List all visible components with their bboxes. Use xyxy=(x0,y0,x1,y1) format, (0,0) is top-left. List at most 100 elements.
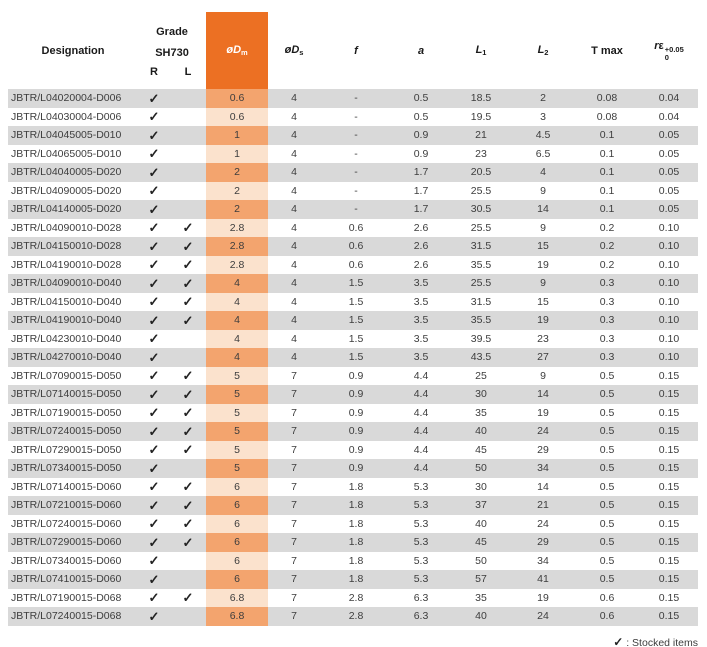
dm-cell: 2.8 xyxy=(206,218,269,237)
a-cell: 3.5 xyxy=(413,332,429,345)
dm-cell: 6 xyxy=(206,496,269,515)
a-cell: 5.3 xyxy=(413,517,429,530)
l2-cell: 15 xyxy=(537,295,549,308)
l2-cell: 19 xyxy=(537,591,549,604)
designation-cell: JBTR/L04190010-D040 xyxy=(11,314,122,327)
designation-cell: JBTR/L07240015-D068 xyxy=(11,610,122,623)
ds-cell: 4 xyxy=(291,184,297,197)
ds-cell: 4 xyxy=(291,332,297,345)
tmax-cell: 0.5 xyxy=(599,480,615,493)
table-body: JBTR/L04020004-D006 ✓ 0.6 4 - 0.5 18.5 2 0.08 0.0… xyxy=(8,89,699,626)
f-cell: 1.8 xyxy=(348,573,364,586)
f-cell: 2.8 xyxy=(348,610,364,623)
grade-l-check-cell: ✓ xyxy=(182,516,194,532)
ds-cell: 4 xyxy=(291,203,297,216)
a-cell: 5.3 xyxy=(413,536,429,549)
a-cell: 2.6 xyxy=(413,258,429,271)
l1-cell: 31.5 xyxy=(470,295,492,308)
a-cell: 0.5 xyxy=(413,110,429,123)
grade-r-check-cell: ✓ xyxy=(148,368,160,384)
l2-cell: 23 xyxy=(537,332,549,345)
re-cell: 0.10 xyxy=(658,332,680,345)
tmax-cell: 0.3 xyxy=(599,351,615,364)
col-header-a: a xyxy=(392,12,451,89)
re-cell: 0.15 xyxy=(658,573,680,586)
a-cell: 3.5 xyxy=(413,314,429,327)
designation-cell: JBTR/L04090010-D028 xyxy=(11,221,122,234)
l2-cell: 15 xyxy=(537,240,549,253)
re-cell: 0.04 xyxy=(658,92,680,105)
grade-r-check-cell: ✓ xyxy=(148,405,160,421)
table-row: JBTR/L07190015-D050 ✓ ✓ 5 7 0.9 4.4 35 19 0.5 0.15 xyxy=(8,403,699,422)
grade-r-check-cell: ✓ xyxy=(148,220,160,236)
ds-cell: 7 xyxy=(291,369,297,382)
designation-cell: JBTR/L07340015-D060 xyxy=(11,554,122,567)
table-row: JBTR/L04030004-D006 ✓ 0.6 4 - 0.5 19.5 3 0.08 0.0… xyxy=(8,107,699,127)
grade-l-check-cell xyxy=(170,163,206,182)
ds-cell: 4 xyxy=(291,258,297,271)
grade-l-check-cell: ✓ xyxy=(182,220,194,236)
ds-subscript: s xyxy=(299,48,304,57)
designation-cell: JBTR/L04020004-D006 xyxy=(11,92,122,105)
grade-r-check-cell: ✓ xyxy=(148,109,160,125)
tmax-cell: 0.5 xyxy=(599,425,615,438)
a-cell: 6.3 xyxy=(413,610,429,623)
l1-cell: 45 xyxy=(475,536,487,549)
l1-cell: 40 xyxy=(475,610,487,623)
tmax-cell: 0.5 xyxy=(599,369,615,382)
a-cell: 1.7 xyxy=(413,166,429,179)
dm-cell: 2.8 xyxy=(206,255,269,274)
l1-cell: 35.5 xyxy=(470,314,492,327)
re-cell: 0.05 xyxy=(658,184,680,197)
l2-cell: 27 xyxy=(537,351,549,364)
re-cell: 0.15 xyxy=(658,536,680,549)
l2-cell: 21 xyxy=(537,499,549,512)
grade-r-check-cell: ✓ xyxy=(148,331,160,347)
dm-cell: 2 xyxy=(206,163,269,182)
table-row: JBTR/L07410015-D060 ✓ 6 7 1.8 5.3 57 41 0.5 0.15 xyxy=(8,570,699,589)
f-cell: 1.8 xyxy=(348,499,364,512)
a-cell: 5.3 xyxy=(413,480,429,493)
l1-cell: 25.5 xyxy=(470,221,492,234)
dm-cell: 6 xyxy=(206,570,269,589)
l1-cell: 31.5 xyxy=(470,240,492,253)
table-row: JBTR/L04090010-D040 ✓ ✓ 4 4 1.5 3.5 25.5 9 0.3 0.1… xyxy=(8,274,699,293)
a-cell: 4.4 xyxy=(413,443,429,456)
dm-cell: 0.6 xyxy=(206,89,269,108)
tmax-cell: 0.6 xyxy=(599,610,615,623)
dm-cell: 1 xyxy=(206,126,269,145)
grade-l-check-cell xyxy=(170,89,206,108)
grade-r-check-cell: ✓ xyxy=(148,201,160,217)
ds-cell: 7 xyxy=(291,499,297,512)
tmax-cell: 0.5 xyxy=(599,536,615,549)
ds-cell: 7 xyxy=(291,425,297,438)
grade-r-check-cell: ✓ xyxy=(148,497,160,513)
dm-cell: 1 xyxy=(206,144,269,163)
a-cell: 0.5 xyxy=(413,92,429,105)
f-cell: 0.9 xyxy=(348,388,364,401)
table-row: JBTR/L04090005-D020 ✓ 2 4 - 1.7 25.5 9 0.1 0.05 xyxy=(8,181,699,200)
grade-l-check-cell: ✓ xyxy=(182,442,194,458)
f-cell: - xyxy=(354,110,358,123)
l1-cell: 19.5 xyxy=(470,110,492,123)
table-row: JBTR/L07290015-D050 ✓ ✓ 5 7 0.9 4.4 45 29 0.5 0.15 xyxy=(8,440,699,459)
grade-r-check-cell: ✓ xyxy=(148,442,160,458)
f-cell: - xyxy=(354,203,358,216)
tmax-cell: 0.1 xyxy=(599,147,615,160)
ds-cell: 7 xyxy=(291,462,297,475)
table-row: JBTR/L07190015-D068 ✓ ✓ 6.8 7 2.8 6.3 35 19 0.6 0.… xyxy=(8,588,699,607)
ds-cell: 4 xyxy=(291,166,297,179)
re-cell: 0.10 xyxy=(658,351,680,364)
tmax-cell: 0.5 xyxy=(599,406,615,419)
table-row: JBTR/L04150010-D028 ✓ ✓ 2.8 4 0.6 2.6 31.5 15 0.2… xyxy=(8,237,699,256)
l2-cell: 3 xyxy=(540,110,546,123)
designation-cell: JBTR/L07240015-D060 xyxy=(11,517,122,530)
re-cell: 0.05 xyxy=(658,203,680,216)
ds-symbol: øD xyxy=(284,44,300,56)
grade-l-check-cell xyxy=(170,108,206,127)
table-row: JBTR/L04190010-D040 ✓ ✓ 4 4 1.5 3.5 35.5 19 0.3 0.… xyxy=(8,311,699,330)
designation-cell: JBTR/L07190015-D068 xyxy=(11,591,122,604)
dm-cell: 4 xyxy=(206,329,269,348)
ds-cell: 7 xyxy=(291,591,297,604)
designation-cell: JBTR/L07240015-D050 xyxy=(11,425,122,438)
